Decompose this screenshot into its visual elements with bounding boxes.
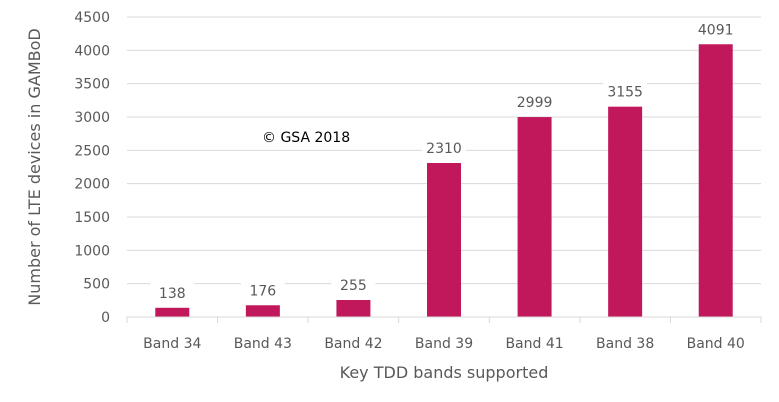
y-tick-label: 3500 <box>74 77 110 93</box>
copyright-annotation: © GSA 2018 <box>262 130 350 146</box>
data-label: 2310 <box>426 141 462 157</box>
x-tick-label: Band 39 <box>415 336 473 352</box>
bar <box>427 163 461 317</box>
y-tick-label: 1500 <box>74 210 110 226</box>
bar <box>155 307 190 317</box>
x-tick-label: Band 38 <box>596 336 654 352</box>
data-label-background <box>603 81 648 101</box>
bar <box>517 117 552 317</box>
data-label: 138 <box>159 286 186 302</box>
y-tick-label: 500 <box>83 277 110 293</box>
data-labels: 138 176 255 2310 2999 3155 4091 <box>150 19 738 302</box>
data-label: 255 <box>340 278 367 294</box>
bars <box>155 44 733 318</box>
data-label-background <box>422 138 466 157</box>
y-tick-label: 0 <box>101 310 110 326</box>
x-tick-label: Band 34 <box>143 336 201 352</box>
data-label-background <box>150 282 195 302</box>
data-label-background <box>331 275 376 294</box>
y-axis-title: Number of LTE devices in GAMBoD <box>25 28 44 305</box>
y-tick-label: 2000 <box>74 177 110 193</box>
y-tick-label: 1000 <box>74 243 110 259</box>
bar <box>698 44 733 318</box>
data-label-background <box>240 280 285 300</box>
bar <box>608 106 643 318</box>
data-label-background <box>512 92 557 112</box>
y-tick-label: 4500 <box>74 10 110 26</box>
y-tick-label: 3000 <box>74 110 110 126</box>
y-axis-ticks: 0 500 1000 1500 2000 2500 3000 3500 4000 4500 <box>74 10 110 326</box>
data-label: 3155 <box>607 85 643 101</box>
x-tick-label: Band 42 <box>324 336 382 352</box>
data-label: 2999 <box>517 95 553 111</box>
x-axis-title: Key TDD bands supported <box>340 363 549 382</box>
data-label: 4091 <box>698 22 734 38</box>
data-label-background <box>693 19 738 39</box>
y-tick-label: 2500 <box>74 143 110 159</box>
bar <box>336 300 371 317</box>
x-tick-label: Band 43 <box>234 336 292 352</box>
x-tick-label: Band 41 <box>505 336 563 352</box>
x-axis: Band 34 Band 43 Band 42 Band 39 Band 41 Band … <box>126 316 762 352</box>
bar <box>245 305 280 317</box>
y-tick-label: 4000 <box>74 43 110 59</box>
data-label: 176 <box>249 283 276 299</box>
x-tick-label: Band 40 <box>687 336 745 352</box>
